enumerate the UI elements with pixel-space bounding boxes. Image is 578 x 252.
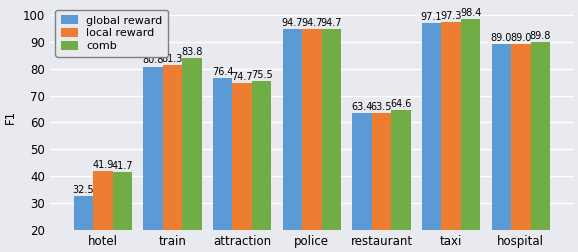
Text: 41.9: 41.9 — [92, 160, 114, 170]
Bar — [93, 171, 113, 252]
Bar — [302, 29, 321, 252]
Bar — [372, 113, 391, 252]
Y-axis label: F1: F1 — [4, 110, 17, 124]
Text: 97.3: 97.3 — [440, 11, 462, 21]
Text: 80.8: 80.8 — [142, 55, 164, 66]
Bar — [321, 29, 341, 252]
Text: 89.0: 89.0 — [491, 34, 512, 43]
Text: 89.0: 89.0 — [510, 34, 531, 43]
Legend: global reward, local reward, comb: global reward, local reward, comb — [55, 10, 168, 57]
Text: 64.6: 64.6 — [390, 99, 412, 109]
Text: 94.7: 94.7 — [281, 18, 303, 28]
Bar — [283, 29, 302, 252]
Bar — [232, 83, 252, 252]
Bar — [511, 45, 531, 252]
Text: 89.8: 89.8 — [529, 31, 551, 41]
Text: 76.4: 76.4 — [212, 67, 234, 77]
Text: 94.7: 94.7 — [321, 18, 342, 28]
Bar — [352, 113, 372, 252]
Text: 74.7: 74.7 — [231, 72, 253, 82]
Text: 81.3: 81.3 — [162, 54, 183, 64]
Bar — [252, 81, 272, 252]
Text: 98.4: 98.4 — [460, 8, 481, 18]
Bar — [461, 19, 480, 252]
Bar — [531, 42, 550, 252]
Bar — [182, 58, 202, 252]
Text: 63.5: 63.5 — [370, 102, 392, 112]
Bar — [422, 23, 442, 252]
Text: 97.1: 97.1 — [421, 12, 442, 22]
Bar — [73, 196, 93, 252]
Bar — [163, 65, 182, 252]
Bar — [143, 67, 163, 252]
Text: 94.7: 94.7 — [301, 18, 323, 28]
Text: 32.5: 32.5 — [73, 185, 94, 195]
Bar — [391, 110, 411, 252]
Text: 63.4: 63.4 — [351, 102, 373, 112]
Bar — [213, 78, 232, 252]
Text: 83.8: 83.8 — [181, 47, 203, 57]
Text: 75.5: 75.5 — [251, 70, 273, 80]
Text: 41.7: 41.7 — [112, 161, 133, 171]
Bar — [491, 45, 511, 252]
Bar — [113, 172, 132, 252]
Bar — [442, 22, 461, 252]
